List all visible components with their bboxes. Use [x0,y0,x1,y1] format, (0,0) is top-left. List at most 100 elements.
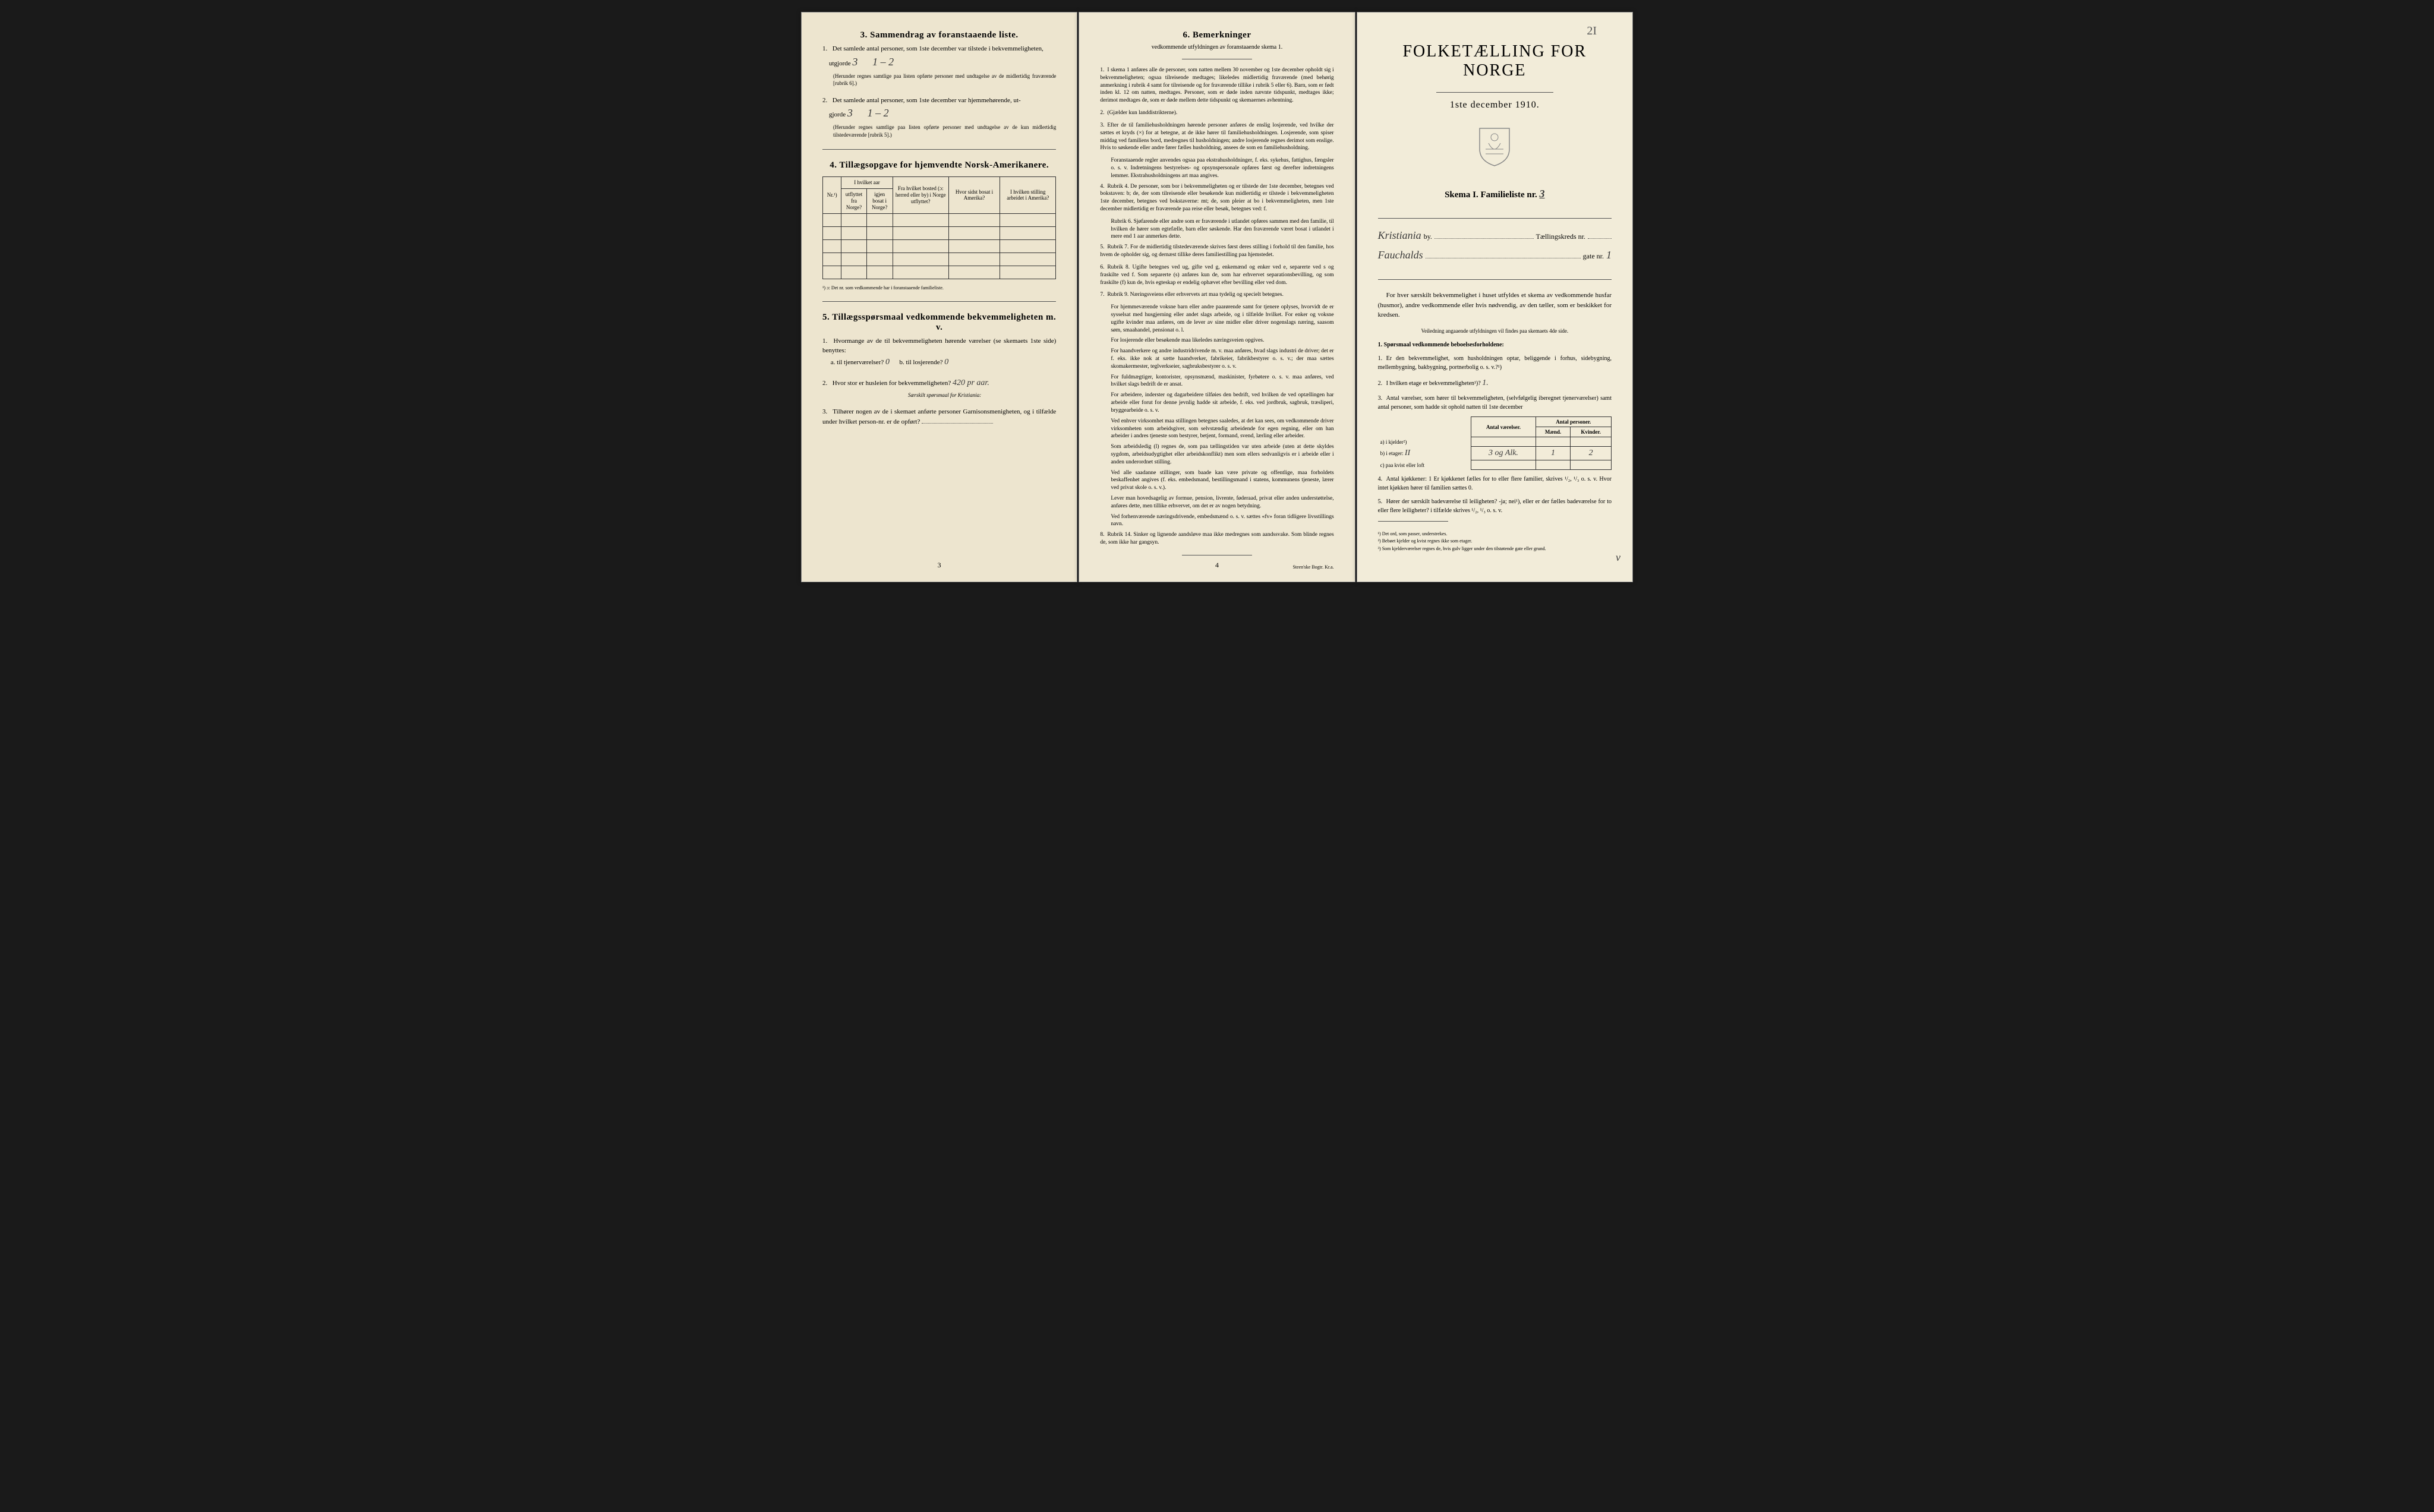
schema-nr: 3 [1540,188,1545,200]
rule [1436,92,1553,93]
item-num: 1. [822,44,831,54]
th-personer: Antal personer. [1536,417,1611,427]
q4-text: Antal kjøkkener: 1 Er kjøkkenet fælles f… [1378,476,1612,491]
q2-val: 1. [1482,378,1489,387]
instr-7-sub-1: For losjerende eller besøkende maa likel… [1100,337,1333,345]
blank-line [922,423,993,424]
table-row: c) paa kvist eller loft [1378,460,1612,470]
q2-text: I hvilken etage er bekvemmeligheten¹)? [1386,380,1481,387]
q3: 3.Antal værelser, som hører til bekvemme… [1378,394,1612,412]
th-utflyttet: utflyttet fra Norge? [841,189,866,213]
sec3-item2-text: Det samlede antal personer, som 1ste dec… [833,97,1021,104]
sec5-item3: 3. Tilhører nogen av de i skemaet anført… [822,407,1056,427]
th-nr: Nr.¹) [823,177,841,213]
sec5-a-val: 0 [885,358,890,367]
sec5-item2: 2. Hvor stor er husleien for bekvemmelig… [822,377,1056,399]
instr-7-sub-2: For haandverkere og andre industridriven… [1100,348,1333,370]
instr-3-sub: Foranstaaende regler anvendes ogsaa paa … [1100,157,1333,179]
th-sidst: Hvor sidst bosat i Amerika? [948,177,1000,213]
row-b-v0: 3 og Alk. [1471,447,1536,460]
sec3-item1-note: (Herunder regnes samtlige paa listen opf… [822,72,1056,87]
instr-3-text: Efter de til familiehusholdningen hørend… [1100,122,1333,151]
divider [822,301,1056,302]
th-igjen: igjen bosat i Norge? [866,189,893,213]
section-4-table: Nr.¹) I hvilket aar Fra hvilket bosted (… [822,176,1056,279]
sec5-item1-text: Hvormange av de til bekvemmeligheten hør… [822,337,1056,355]
city-line: Kristiania by. Tællingskreds nr. Fauchal… [1378,229,1612,261]
divider [1378,218,1612,219]
instr-2-text: (Gjælder kun landdistrikterne). [1107,110,1177,116]
sec3-item2-range: 1 – 2 [868,107,889,119]
divider [822,149,1056,150]
sec5-a-label: a. til tjenerværelser? [831,359,884,366]
footnotes: ¹) Det ord, som passer, understrekes. ²)… [1378,531,1612,552]
instr-7-sub-8: Lever man hovedsagelig av formue, pensio… [1100,495,1333,510]
q2: 2.I hvilken etage er bekvemmeligheten¹)?… [1378,377,1612,389]
item-num: 3. [822,407,831,417]
fn-1: ¹) Det ord, som passer, understrekes. [1378,531,1612,537]
etage-table: Antal værelser. Antal personer. Mænd. Kv… [1378,416,1612,470]
table-row [823,266,1056,279]
check-mark: v [1616,551,1620,564]
fn-2: ²) Bebøet kjelder og kvist regnes ikke s… [1378,538,1612,544]
table-row: b) i etager: II 3 og Alk. 1 2 [1378,447,1612,460]
section-4-title: 4. Tillægsopgave for hjemvendte Norsk-Am… [822,160,1056,171]
item-num: 1. [822,336,831,346]
page-number: 3 [938,561,941,570]
blank-line [1434,238,1534,239]
shield-icon [1477,125,1512,167]
instr-7-sub-9: Ved forhenværende næringsdrivende, embed… [1100,513,1333,529]
street-value: Fauchalds [1378,249,1423,261]
sec5-item2-val: 420 pr aar. [953,378,989,387]
item-num: 2. [822,378,831,389]
q1: 1.Er den bekvemmelighet, som husholdning… [1378,354,1612,372]
gjorde-label: gjorde [829,111,846,118]
instr-7: 7.Rubrik 9. Næringsveiens eller erhverve… [1100,291,1333,299]
fn-3: ³) Som kjelderværelser regnes de, hvis g… [1378,546,1612,552]
instr-1-text: I skema 1 anføres alle de personer, som … [1100,67,1333,103]
th-kvinder: Kvinder. [1571,427,1612,437]
sec4-footnote: ¹) ɔ: Det nr. som vedkommende har i fora… [822,285,1056,291]
gate-nr: 1 [1606,249,1612,261]
page-number: 4 [1215,561,1219,570]
q5: 5.Hører der særskilt badeværelse til lei… [1378,497,1612,515]
instr-7-sub-5: Ved enhver virksomhet maa stillingen bet… [1100,418,1333,440]
printer-credit: Steen'ske Bogtr. Kr.a. [1292,564,1333,570]
sec5-item2-note: Særskilt spørsmaal for Kristiania: [822,392,1056,399]
q1-text: Er den bekvemmelighet, som husholdningen… [1378,355,1612,371]
table-row [823,213,1056,226]
instr-5-text: Rubrik 7. For de midlertidig tilstedevær… [1100,244,1333,258]
city-value: Kristiania [1378,229,1421,242]
national-emblem [1378,125,1612,170]
sec5-b-label: b. til losjerende? [900,359,943,366]
row-b-etage: II [1405,449,1410,457]
document-triptych: 3. Sammendrag av foranstaaende liste. 1.… [801,12,1633,582]
instr-4-text: Rubrik 4. De personer, som bor i bekvemm… [1100,184,1333,212]
schema-label: Skema I. Familieliste nr. [1445,190,1537,200]
page-1: 3. Sammendrag av foranstaaende liste. 1.… [801,12,1077,582]
sec3-item1-value: 3 [852,56,857,68]
divider [1378,279,1612,280]
handwritten-annotation: 2I [1587,24,1597,38]
item-num: 2. [822,96,831,106]
page-3: 2I FOLKETÆLLING FOR NORGE 1ste december … [1357,12,1633,582]
instr-4-sub: Rubrik 6. Sjøfarende eller andre som er … [1100,218,1333,241]
sec4-tbody [823,213,1056,279]
instr-8-text: Rubrik 14. Sinker og lignende aandsløve … [1100,532,1333,545]
instr-7-sub-7: Ved alle saadanne stillinger, som baade … [1100,469,1333,492]
instr-3: 3.Efter de til familiehusholdningen høre… [1100,122,1333,152]
th-vaerelser: Antal værelser. [1471,417,1536,437]
census-title: FOLKETÆLLING FOR NORGE [1378,42,1612,80]
gate-label: gate nr. [1583,252,1604,261]
sec5-item1: 1. Hvormange av de til bekvemmeligheten … [822,336,1056,368]
th-bosted: Fra hvilket bosted (ɔ: herred eller by) … [893,177,948,213]
rule [1378,521,1448,522]
instr-7-sub-4: For arbeidere, inderster og dagarbeidere… [1100,392,1333,414]
instr-4: 4.Rubrik 4. De personer, som bor i bekve… [1100,183,1333,213]
th-maend: Mænd. [1536,427,1571,437]
instr-6-text: Rubrik 8. Ugifte betegnes ved ug, gifte … [1100,264,1333,286]
section-3-title: 3. Sammendrag av foranstaaende liste. [822,30,1056,40]
section-6-subtitle: vedkommende utfyldningen av foranstaaend… [1100,44,1333,50]
table-row: a) i kjelder²) [1378,437,1612,447]
schema-line: Skema I. Familieliste nr. 3 [1378,188,1612,200]
